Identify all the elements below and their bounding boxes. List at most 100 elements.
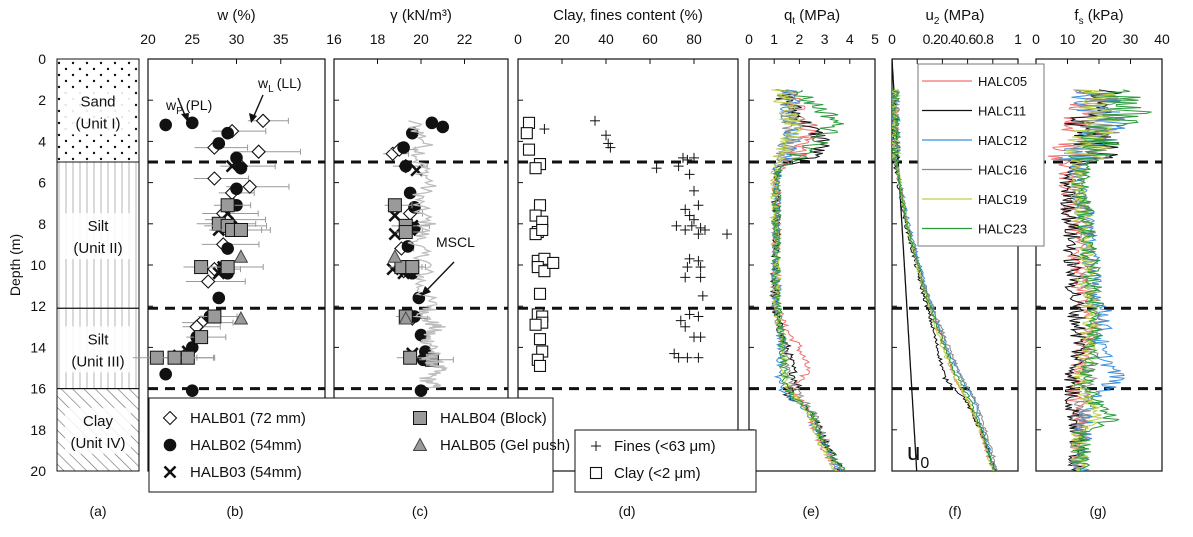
data-point-square [398,225,413,240]
profile-HALC16 [769,89,846,471]
data-point-diamond [200,274,216,289]
legend-label: HALC12 [978,133,1027,148]
wp-arrowhead [181,113,189,122]
data-point-plus [673,352,684,363]
panel-d-clay-fines: 0 20 40 60 80 Clay, fines content (%) [514,7,739,472]
data-point-plus [695,272,706,283]
legend-item: HALC16 [922,163,1027,178]
data-point-plus [684,169,695,180]
depth-tick-label: 6 [38,175,46,191]
wl-annotation: wL (LL) [249,75,302,123]
depth-tick-label: 16 [30,381,46,397]
data-point-open-square [538,265,551,278]
data-point-square [194,260,209,275]
profile-HALC23 [1068,89,1152,471]
legend-cpt: HALC05 HALC11 HALC12 HALC16 HALC19 HALC23 [917,63,1045,247]
data-point-square [233,222,248,237]
data-point-plus [693,255,704,266]
legend-marker-circle [163,438,177,452]
panel-frame [748,58,876,472]
data-point-circle [185,384,199,397]
panel-c-unit-weight: 16 18 20 22 γ (kN/m³) [326,7,509,472]
data-point-triangle [233,249,249,263]
svg-text:MSCL: MSCL [436,234,475,250]
data-point-plus [722,229,732,240]
data-point-circle [230,151,243,165]
legend-marker-plus [591,441,601,451]
depth-axis-label: Depth (m) [7,234,23,296]
legend-label: HALB01 (72 mm) [190,410,306,427]
data-point-open-square [533,287,547,300]
x-tick-label: 16 [326,31,342,47]
data-point-circle [159,118,172,132]
unit-label-bg [65,88,131,135]
data-point-plus [682,352,693,363]
panel-title: qt (MPa) [784,7,840,27]
legend-box [148,397,554,493]
x-tick-label: 4 [846,31,854,47]
x-tick-label: 0 [745,31,753,47]
data-point-square [387,198,402,213]
data-point-circle [212,137,226,150]
data-point-circle [436,120,450,134]
data-point-circle [234,161,248,175]
x-tick-label: 22 [457,31,473,47]
data-point-plus [680,204,691,215]
data-point-plus [695,332,706,343]
depth-tick-label: 12 [30,298,46,314]
data-point-diamond [242,179,258,194]
mscl-arrowhead [421,286,431,296]
data-point-open-square [522,143,536,156]
legend-label: Clay (<2 μm) [614,465,701,482]
data-point-circle [221,242,234,255]
x-tick-label: 30 [229,31,245,47]
data-point-triangle [398,311,414,325]
legend-item: HALB02 (54mm) [163,437,302,454]
legend-marker-diamond [162,410,178,426]
data-point-circle [159,367,172,381]
data-point-circle [397,141,410,154]
depth-tick-label: 18 [30,422,46,438]
u0-label: u0 [907,439,929,472]
data-point-plus [682,262,693,273]
panel-captions: (a) (b) (c) (d) (e) (f) (g) [89,503,1106,519]
data-point-square [167,350,182,365]
x-tick-label: 0 [514,31,522,47]
data-point-plus [693,229,704,240]
profile-lines [1047,89,1152,471]
data-point-plus [700,224,710,235]
legend-label: HALC19 [978,192,1027,207]
data-point-square [405,260,420,275]
x-tick-label: 60 [642,31,658,47]
legend-item: HALB01 (72 mm) [162,410,306,427]
unit-label-bg [65,407,131,454]
data-point-cross [388,227,402,241]
data-point-circle [221,126,234,140]
legend-box [917,63,1045,247]
unit-name: Clay [83,413,114,430]
data-point-plus [539,124,550,135]
legend-item: HALC11 [922,104,1026,119]
legend-label: HALB03 (54mm) [190,464,302,481]
data-point-open-square [536,223,549,237]
data-point-plus [673,161,684,172]
x-tick-label: 20 [1091,31,1107,47]
data-point-plus [601,130,611,141]
data-point-plus [686,220,697,231]
data-point-plus [590,115,600,126]
depth-tick-label: 10 [30,257,46,273]
data-point-square [403,350,418,365]
unit-sub: (Unit III) [71,353,124,370]
caption-label: (f) [948,503,961,519]
x-tick-label: 0.20.40.60.8 [923,31,994,47]
svg-text:wL(LL): wL (LL) [257,75,302,95]
data-point-open-square [547,256,560,269]
data-point-plus [684,210,695,221]
data-point-square [207,309,222,324]
legend-item: HALC05 [922,74,1027,89]
depth-tick-label: 8 [38,216,46,232]
x-tick-label: 3 [821,31,829,47]
depth-tick-labels: 0 2 4 6 8 10 12 14 16 18 20 [30,51,46,479]
data-point-plus [689,152,699,163]
data-point-circle [185,116,199,130]
